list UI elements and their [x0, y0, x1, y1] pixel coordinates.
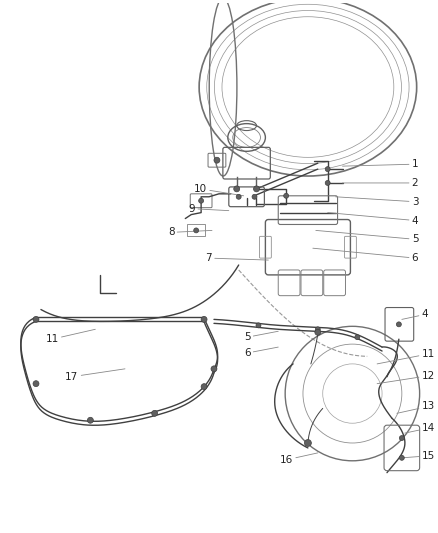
Text: 17: 17	[65, 369, 125, 382]
Circle shape	[399, 455, 404, 461]
Text: 7: 7	[205, 253, 268, 263]
Circle shape	[355, 335, 360, 340]
Circle shape	[194, 228, 199, 233]
Circle shape	[252, 195, 257, 199]
Circle shape	[254, 186, 259, 192]
Text: 11: 11	[46, 329, 95, 344]
Text: 11: 11	[377, 349, 435, 364]
Circle shape	[256, 323, 261, 328]
Text: 16: 16	[280, 453, 318, 465]
Text: 1: 1	[343, 159, 418, 169]
Circle shape	[199, 198, 204, 203]
Text: 14: 14	[405, 423, 435, 433]
Text: 5: 5	[244, 332, 278, 342]
Circle shape	[33, 317, 39, 322]
Circle shape	[152, 410, 158, 416]
Text: 4: 4	[402, 310, 428, 319]
Circle shape	[234, 186, 240, 192]
Circle shape	[201, 384, 207, 390]
Circle shape	[33, 381, 39, 386]
Circle shape	[325, 181, 330, 185]
Text: 13: 13	[397, 401, 435, 413]
Text: 2: 2	[343, 178, 418, 188]
Circle shape	[399, 435, 404, 440]
Text: 6: 6	[313, 248, 418, 263]
Circle shape	[315, 327, 320, 332]
Circle shape	[201, 317, 207, 322]
Circle shape	[214, 157, 220, 163]
Circle shape	[325, 167, 330, 172]
Circle shape	[211, 366, 217, 372]
Text: 10: 10	[194, 184, 244, 196]
Circle shape	[396, 322, 401, 327]
Circle shape	[236, 195, 241, 199]
Text: 3: 3	[336, 197, 418, 207]
Circle shape	[88, 417, 93, 423]
Text: 5: 5	[316, 230, 418, 244]
Circle shape	[304, 440, 311, 447]
Text: 6: 6	[244, 347, 278, 358]
Text: 9: 9	[189, 204, 229, 214]
Text: 4: 4	[328, 213, 418, 225]
Text: 8: 8	[168, 228, 212, 237]
Circle shape	[315, 329, 321, 335]
Circle shape	[284, 193, 289, 198]
Text: 15: 15	[402, 451, 435, 461]
Text: 12: 12	[377, 371, 435, 384]
